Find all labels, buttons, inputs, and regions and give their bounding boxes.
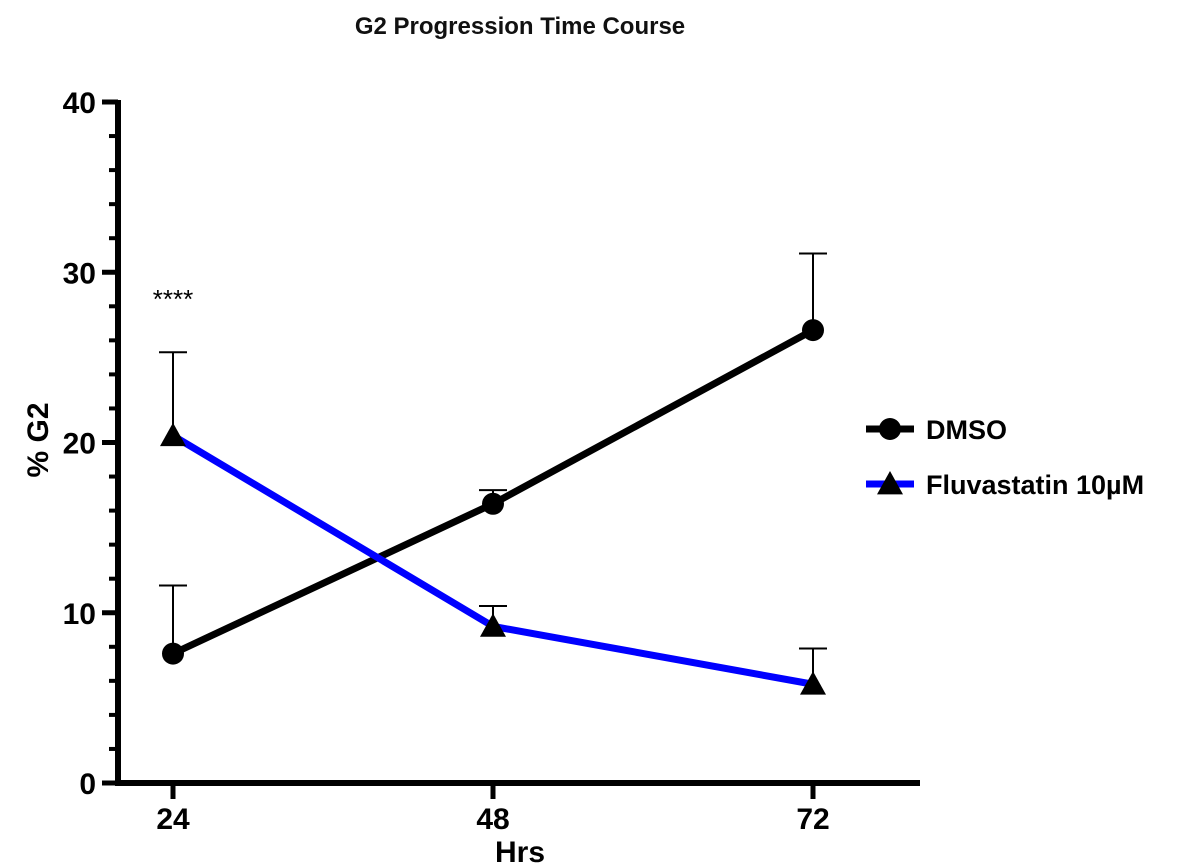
x-tick-label: 48: [476, 803, 509, 836]
x-tick-label: 72: [796, 803, 829, 836]
fluvastatin-data-point: [480, 613, 506, 637]
x-axis-label: Hrs: [495, 836, 545, 867]
plot-area: 0 10 20 30 40 24 48 72 ****: [63, 87, 920, 836]
y-tick-label: 30: [63, 257, 96, 290]
y-tick-label: 20: [63, 428, 96, 461]
fluvastatin-series-line: [171, 432, 814, 688]
legend-dmso-label: DMSO: [926, 415, 1007, 445]
y-tick-label: 40: [63, 87, 96, 120]
legend-fluvastatin-marker: [877, 471, 903, 495]
y-axis-label: % G2: [22, 402, 55, 477]
legend: DMSO Fluvastatin 10µM: [866, 415, 1144, 500]
y-tick-label: 10: [63, 598, 96, 631]
dmso-data-point: [482, 492, 504, 515]
dmso-data-point: [162, 642, 184, 665]
fluvastatin-data-point: [800, 671, 826, 695]
x-tick-label: 24: [156, 803, 190, 836]
chart-title: G2 Progression Time Course: [355, 13, 685, 40]
fluvastatin-data-point: [160, 422, 186, 447]
y-tick-label: 0: [79, 768, 96, 801]
legend-fluvastatin-label: Fluvastatin 10µM: [926, 470, 1144, 500]
legend-dmso-marker: [879, 418, 901, 440]
significance-annotation: ****: [153, 284, 193, 314]
dmso-data-point: [802, 319, 824, 342]
